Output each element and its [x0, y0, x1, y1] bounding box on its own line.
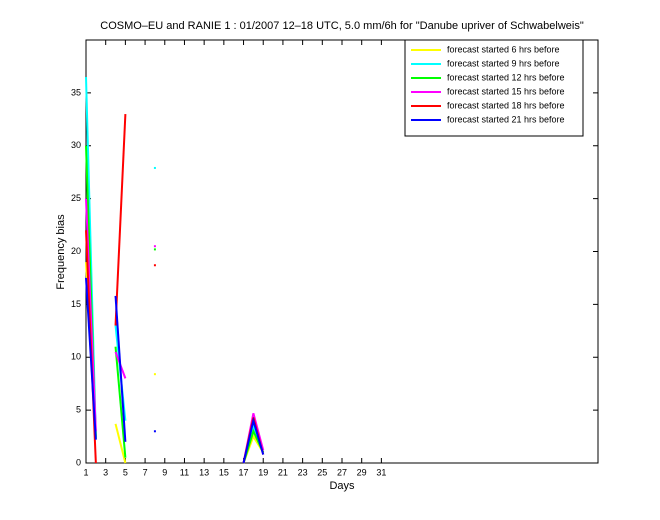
- legend-label: forecast started 12 hrs before: [447, 72, 565, 82]
- x-tick-label: 21: [278, 467, 288, 477]
- x-tick-label: 5: [123, 467, 128, 477]
- series-line: [85, 198, 97, 432]
- legend-label: forecast started 6 hrs before: [447, 44, 560, 54]
- x-tick-label: 29: [357, 467, 367, 477]
- legend-label: forecast started 15 hrs before: [447, 86, 565, 96]
- x-tick-label: 1: [83, 467, 88, 477]
- x-axis-label: Days: [329, 480, 355, 492]
- y-tick-label: 10: [71, 352, 81, 362]
- x-tick-label: 7: [143, 467, 148, 477]
- y-tick-label: 25: [71, 193, 81, 203]
- y-tick-label: 0: [76, 457, 81, 467]
- series-line: [114, 295, 127, 442]
- x-tick-label: 19: [258, 467, 268, 477]
- x-tick-label: 31: [376, 467, 386, 477]
- y-tick-label: 20: [71, 246, 81, 256]
- y-tick-label: 15: [71, 299, 81, 309]
- x-tick-label: 15: [219, 467, 229, 477]
- x-tick-label: 13: [199, 467, 209, 477]
- series-line: [114, 346, 127, 458]
- y-tick-label: 30: [71, 140, 81, 150]
- series-line: [114, 423, 127, 464]
- x-tick-label: 25: [317, 467, 327, 477]
- x-tick-label: 3: [103, 467, 108, 477]
- y-tick-label: 35: [71, 87, 81, 97]
- chart-title: COSMO–EU and RANIE 1 : 01/2007 12–18 UTC…: [100, 20, 584, 32]
- x-tick-label: 23: [298, 467, 308, 477]
- series-line: [114, 113, 127, 326]
- legend-label: forecast started 9 hrs before: [447, 58, 560, 68]
- series-line: [242, 416, 265, 464]
- x-tick-label: 11: [180, 467, 189, 477]
- x-tick-label: 17: [239, 467, 249, 477]
- legend-label: forecast started 18 hrs before: [447, 100, 565, 110]
- y-axis-label: Frequency bias: [55, 214, 67, 290]
- y-tick-label: 5: [76, 405, 81, 415]
- series-line: [85, 277, 97, 440]
- x-tick-label: 9: [162, 467, 167, 477]
- x-tick-label: 27: [337, 467, 347, 477]
- legend-label: forecast started 21 hrs before: [447, 114, 565, 124]
